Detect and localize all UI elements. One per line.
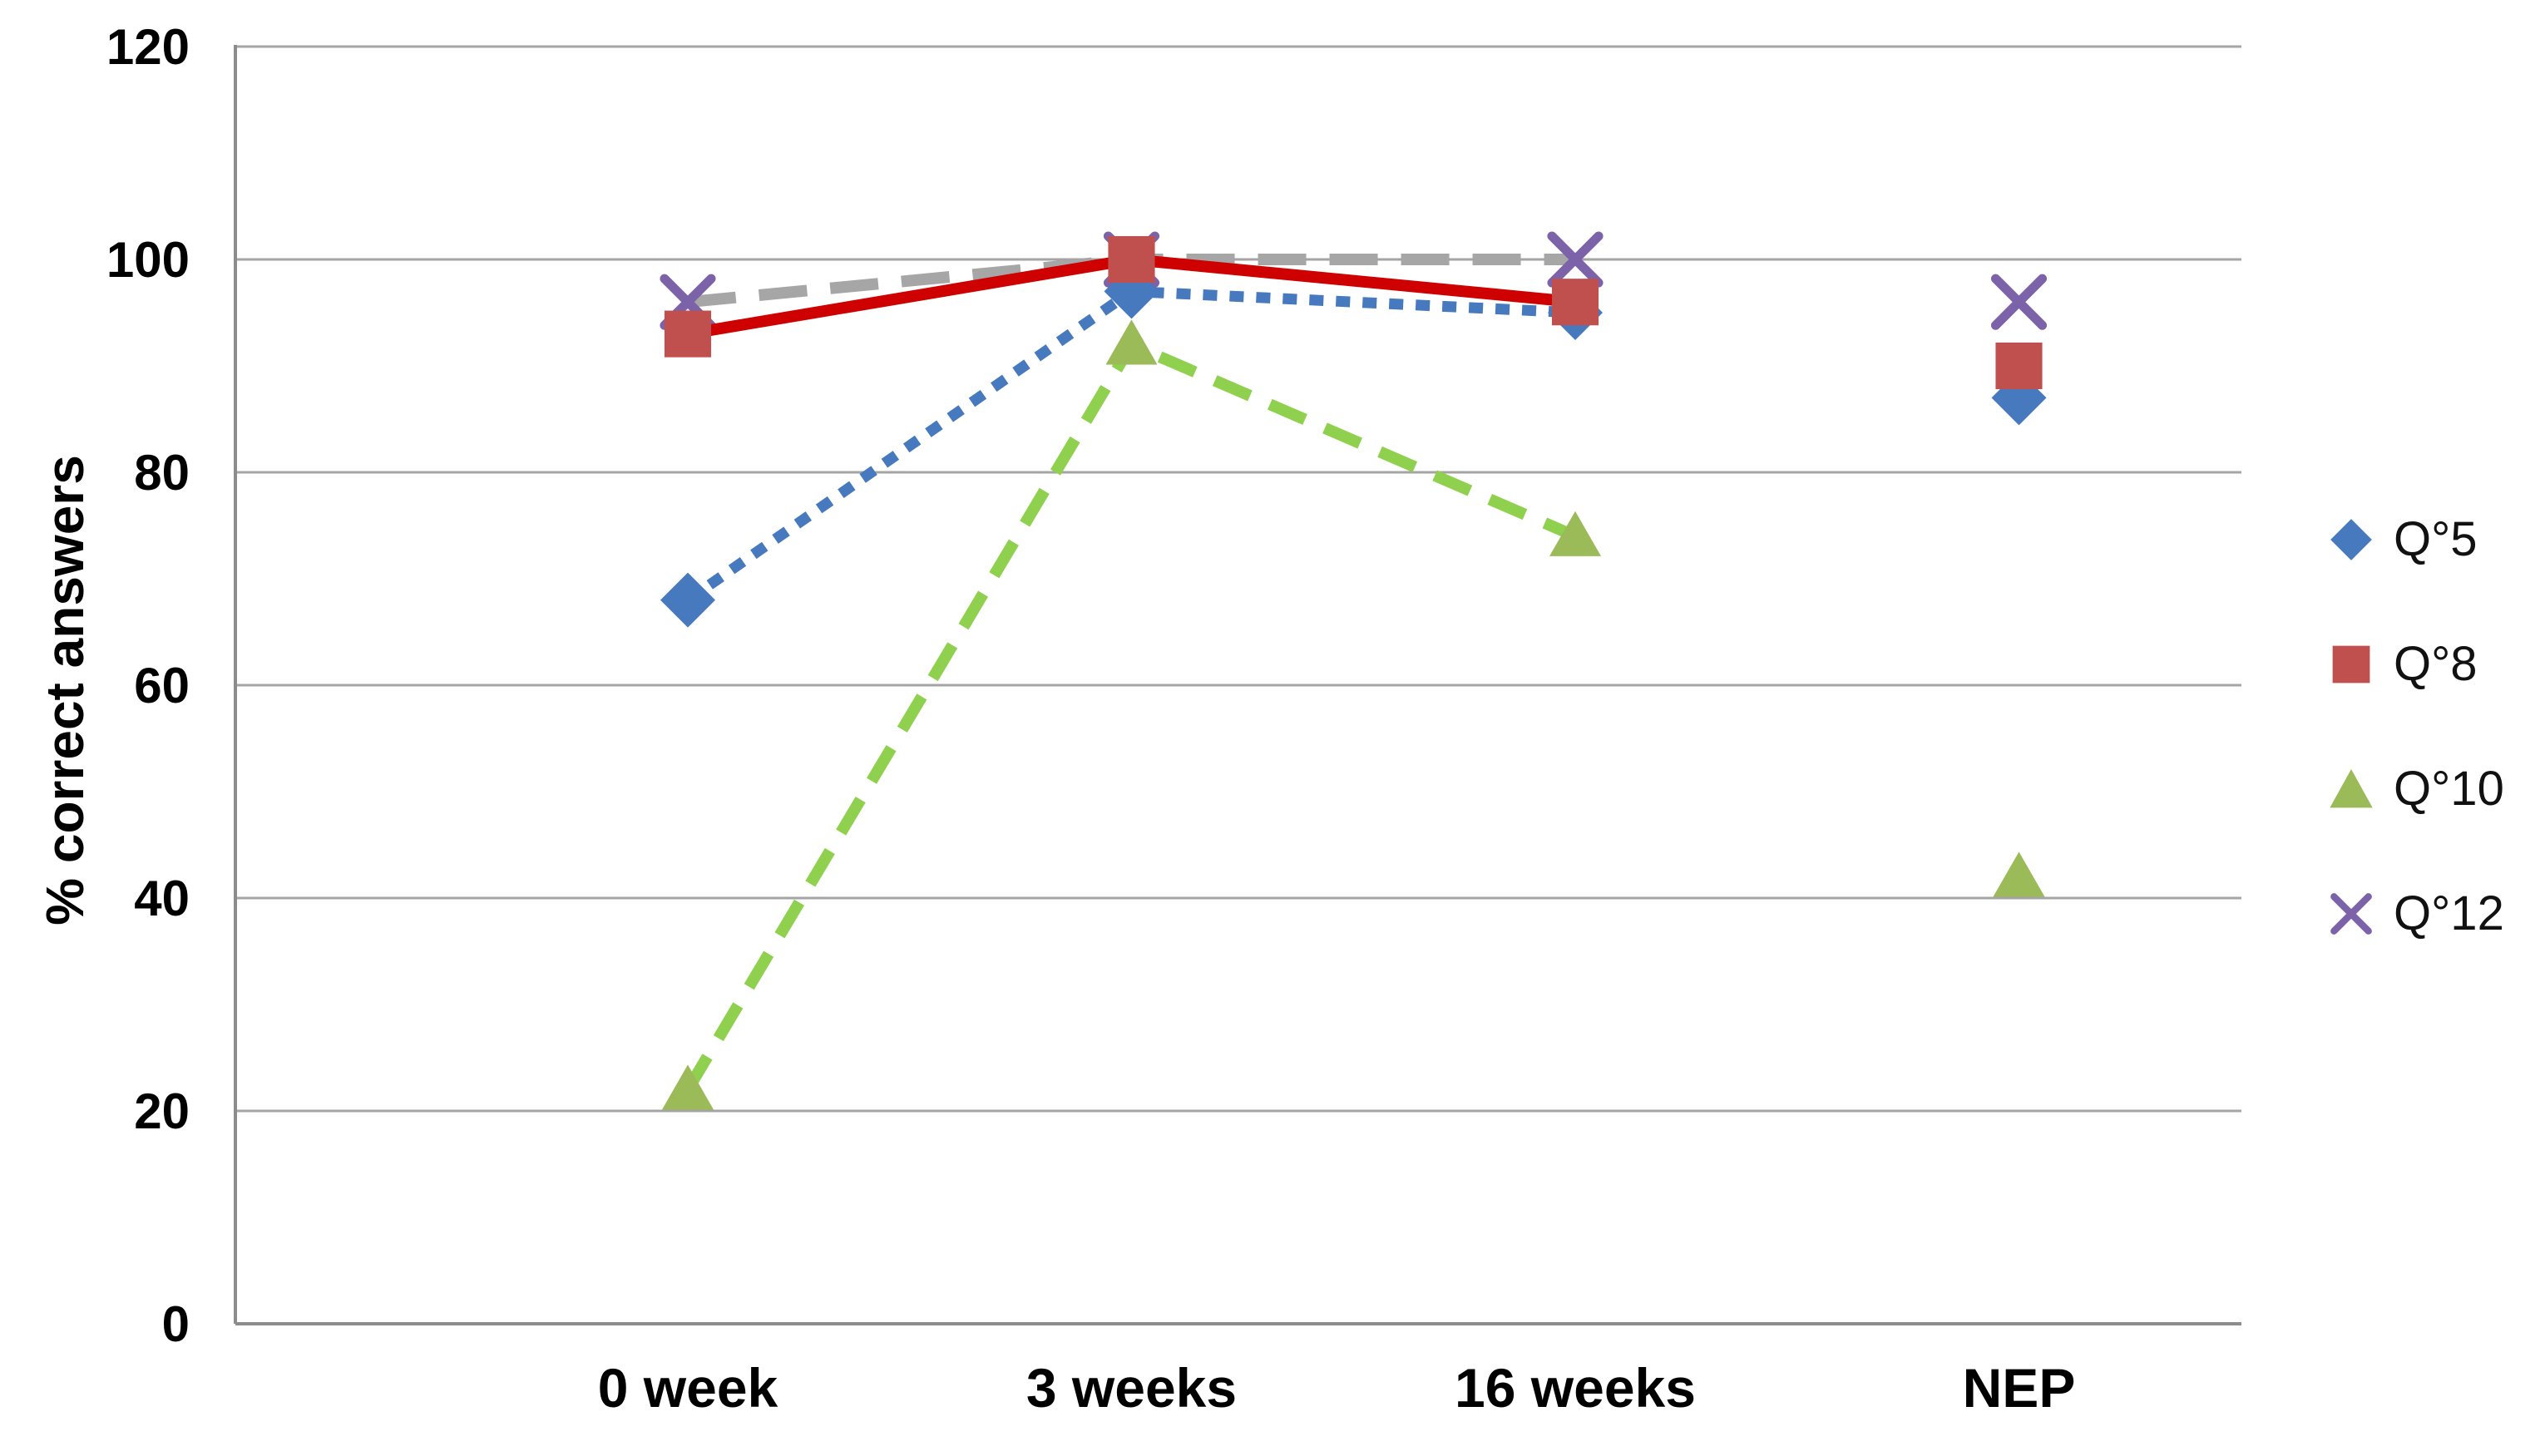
legend-triangle-icon	[2330, 768, 2373, 808]
marker-q5-1	[660, 572, 715, 628]
y-tick-label-40: 40	[134, 871, 190, 926]
marker-q8-2	[1108, 235, 1155, 284]
y-tick-label-20: 20	[134, 1083, 190, 1139]
marker-q8-1	[664, 310, 712, 358]
marker-q10-3	[1549, 511, 1602, 556]
legend-x-icon	[2330, 893, 2372, 935]
y-tick-label-80: 80	[134, 445, 190, 501]
x-tick-label-4: NEP	[1963, 1357, 2076, 1419]
y-tick-label-100: 100	[106, 232, 190, 288]
legend-marker-shape	[2330, 893, 2372, 935]
legend-marker-shape	[2330, 519, 2372, 560]
legend-item-q12: Q°12	[2327, 888, 2504, 940]
legend-item-q8: Q°8	[2327, 639, 2504, 690]
legend-diamond-icon	[2330, 519, 2372, 560]
marker-q12-4	[1990, 274, 2048, 330]
x-tick-label-1: 0 week	[598, 1357, 778, 1419]
marker-q10-1	[661, 1064, 714, 1110]
marker-q8-3	[1551, 279, 1599, 326]
legend-item-q10: Q°10	[2327, 763, 2504, 815]
y-tick-label-60: 60	[134, 658, 190, 713]
y-axis-title: % correct answers	[35, 455, 95, 925]
legend-marker-shape	[2330, 768, 2373, 808]
legend-label-q5: Q°5	[2394, 512, 2478, 566]
y-tick-label-120: 120	[106, 19, 190, 75]
legend: Q°5 Q°8 Q°10 Q°12	[2327, 514, 2504, 1013]
legend-label-q12: Q°12	[2394, 886, 2504, 940]
y-tick-label-0: 0	[162, 1296, 190, 1352]
legend-label-q10: Q°10	[2394, 762, 2504, 816]
legend-marker-shape	[2332, 645, 2370, 684]
x-tick-label-3: 16 weeks	[1455, 1357, 1696, 1419]
marker-q12-3	[1547, 231, 1604, 288]
series-line-q10	[682, 337, 1578, 1093]
marker-q8-4	[1995, 342, 2043, 390]
x-tick-label-2: 3 weeks	[1026, 1357, 1237, 1419]
legend-item-q5: Q°5	[2327, 514, 2504, 565]
marker-q10-2	[1105, 319, 1158, 365]
marker-q10-4	[1993, 851, 2045, 897]
legend-label-q8: Q°8	[2394, 637, 2478, 691]
legend-square-icon	[2332, 645, 2370, 684]
